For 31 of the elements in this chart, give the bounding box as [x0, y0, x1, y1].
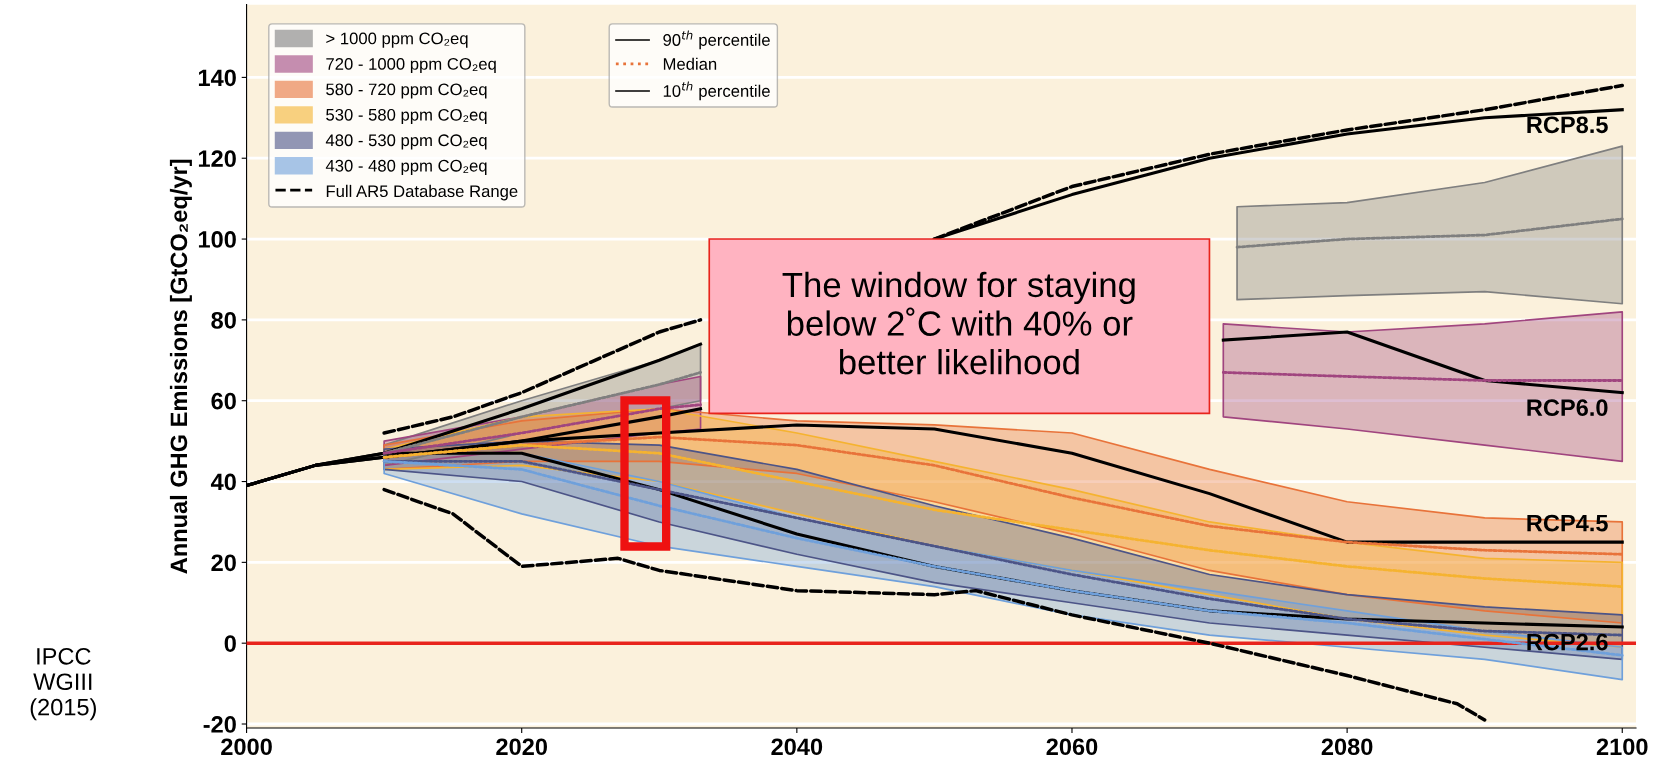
x-tick-label: 2060: [1046, 738, 1098, 756]
y-axis-title: Annual GHG Emissions [GtCO₂eq/yr]: [169, 159, 192, 574]
x-tick-label: 2080: [1321, 738, 1373, 756]
annotation: The window for staying below 2˚C with 40% or better likelihood: [782, 271, 1135, 375]
legend-label: 580 - 720 ppm CO₂eq: [326, 83, 487, 99]
y-tick-label: 120: [198, 150, 236, 168]
series-label: RCP8.5: [1527, 116, 1608, 134]
series-label: RCP4.5: [1527, 514, 1608, 532]
legend-label: 430 - 480 ppm CO₂eq: [325, 159, 487, 175]
legend-label: 720 - 1000 ppm CO₂eq: [326, 58, 496, 74]
y-tick-label: 0: [224, 635, 236, 652]
x-tick-label: 2040: [771, 738, 823, 756]
y-tick-label: 20: [211, 554, 236, 572]
y-tick-label: -20: [203, 716, 236, 733]
series-label: RCP6.0: [1527, 399, 1608, 417]
x-tick-label: 2100: [1596, 738, 1648, 756]
y-tick-label: 40: [210, 473, 236, 491]
legend-label: 530 - 580 ppm CO₂eq: [326, 108, 487, 125]
legend-label: 480 - 530 ppm CO₂eq: [325, 134, 487, 150]
annotation: 90$^{th}$ percentile: [663, 30, 770, 50]
x-tick-label: 2000: [221, 738, 272, 756]
legend-label: Full AR5 Database Range: [326, 184, 518, 201]
text: IPCC WGIII (2015): [30, 647, 96, 721]
y-tick-label: 140: [198, 69, 236, 87]
annotation: Median: [663, 57, 717, 70]
annotation: 10$^{th}$ percentile: [663, 81, 770, 101]
y-tick-label: 80: [211, 311, 236, 329]
y-tick-label: 100: [198, 231, 236, 248]
x-tick-label: 2020: [496, 738, 547, 756]
legend-label: > 1000 ppm CO₂eq: [326, 32, 468, 48]
y-tick-label: 60: [211, 392, 236, 410]
